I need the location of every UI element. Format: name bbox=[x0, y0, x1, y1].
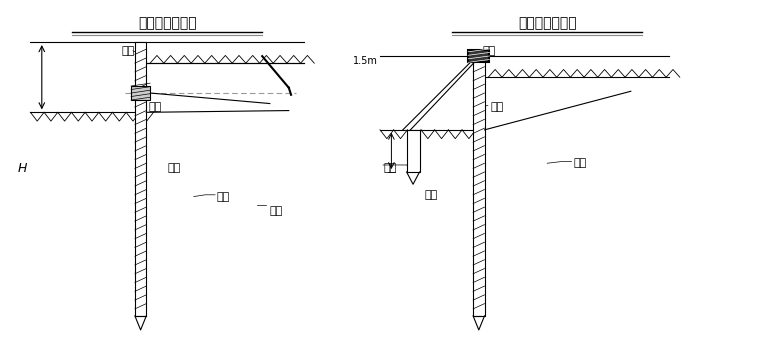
Text: 填土: 填土 bbox=[167, 164, 180, 173]
Text: 桩柱: 桩柱 bbox=[122, 46, 135, 56]
Text: 锚桩: 锚桩 bbox=[270, 206, 283, 216]
Text: 斜柱支撑示意图: 斜柱支撑示意图 bbox=[518, 16, 577, 30]
Text: 拉杆: 拉杆 bbox=[217, 192, 230, 201]
Text: H: H bbox=[18, 162, 27, 175]
Text: 挡板: 挡板 bbox=[148, 102, 161, 112]
Text: 撑桩: 撑桩 bbox=[424, 190, 437, 200]
Text: 填土: 填土 bbox=[574, 158, 587, 168]
Text: 挡板: 挡板 bbox=[490, 102, 503, 112]
Bar bbox=[407, 130, 420, 172]
Bar bbox=[468, 50, 489, 62]
Text: 锚固支撑示意图: 锚固支撑示意图 bbox=[138, 16, 197, 30]
Bar bbox=[135, 42, 146, 316]
Text: 1.5m: 1.5m bbox=[353, 57, 378, 66]
Bar bbox=[473, 56, 485, 316]
Text: 桩柱: 桩柱 bbox=[483, 46, 496, 56]
Text: 斜撑: 斜撑 bbox=[384, 164, 397, 173]
Bar bbox=[131, 86, 150, 100]
